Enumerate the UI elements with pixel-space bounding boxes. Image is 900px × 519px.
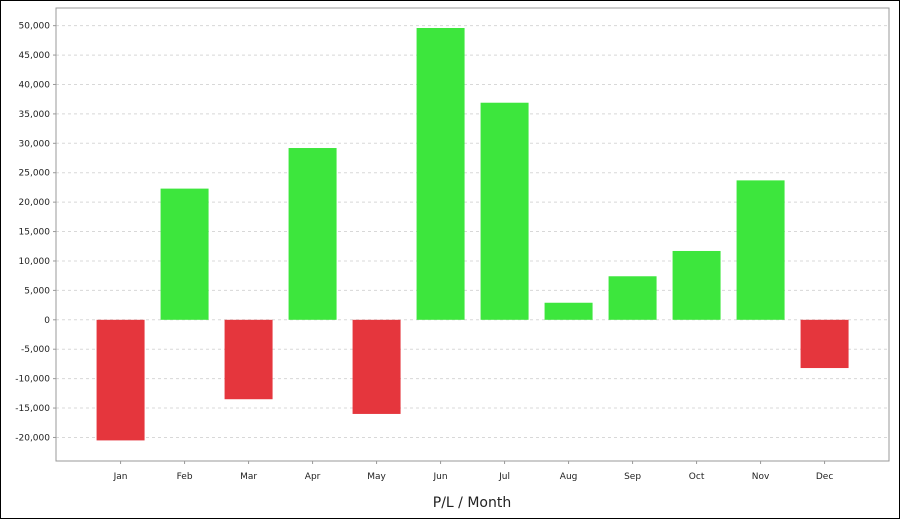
y-tick-label: -10,000 — [15, 375, 50, 385]
y-tick-label: -5,000 — [21, 345, 50, 355]
y-tick-label: 0 — [44, 316, 50, 326]
bar-dec — [800, 319, 849, 369]
bar-jun — [416, 28, 465, 320]
x-tick-label: May — [367, 472, 386, 482]
bar-nov — [736, 180, 785, 320]
y-tick-label: 30,000 — [19, 139, 51, 149]
bar-apr — [288, 148, 337, 320]
bar-feb — [160, 188, 209, 320]
bar-jul — [480, 102, 529, 320]
bar-oct — [672, 250, 721, 320]
bars — [96, 28, 849, 441]
x-tick-label: Dec — [816, 472, 833, 482]
y-tick-label: 25,000 — [19, 169, 51, 179]
y-tick-label: -20,000 — [15, 433, 50, 443]
x-tick-label: Jul — [498, 472, 510, 482]
x-tick-label: Feb — [177, 472, 193, 482]
axes — [53, 7, 890, 464]
bar-mar — [224, 319, 273, 400]
bar-may — [352, 319, 401, 414]
bar-aug — [544, 302, 593, 320]
plot-border — [55, 7, 890, 462]
bar-jan — [96, 319, 145, 441]
bar-sep — [608, 276, 657, 320]
x-tick-label: Apr — [305, 472, 321, 482]
gridlines — [56, 25, 889, 438]
y-tick-label: -15,000 — [15, 404, 50, 414]
x-tick-label: Mar — [240, 472, 257, 482]
y-tick-label: 50,000 — [19, 22, 51, 32]
y-tick-label: 10,000 — [19, 257, 51, 267]
x-tick-labels: Jan Feb Mar Apr May Jun Jul Aug Sep Oct Nov Dec — [113, 472, 834, 482]
y-tick-labels: -20,000 -15,000 -10,000 -5,000 0 5,000 10,000 1… — [15, 22, 50, 444]
y-tick-label: 45,000 — [19, 51, 51, 61]
x-tick-label: Nov — [752, 472, 770, 482]
x-tick-label: Jun — [433, 472, 448, 482]
x-tick-label: Aug — [560, 472, 578, 482]
y-tick-label: 5,000 — [24, 286, 50, 296]
y-tick-label: 35,000 — [19, 110, 51, 120]
y-tick-label: 20,000 — [19, 198, 51, 208]
x-tick-label: Oct — [689, 472, 705, 482]
x-axis-title: P/L / Month — [433, 495, 511, 511]
x-tick-label: Sep — [624, 472, 641, 482]
x-tick-label: Jan — [113, 472, 128, 482]
y-tick-label: 15,000 — [19, 228, 51, 238]
y-tick-label: 40,000 — [19, 80, 51, 90]
